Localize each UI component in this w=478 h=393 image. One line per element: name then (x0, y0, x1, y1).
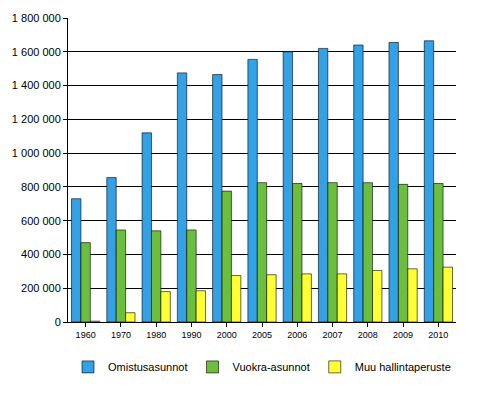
svg-text:2000: 2000 (217, 330, 237, 340)
svg-text:Muu hallintaperuste: Muu hallintaperuste (355, 361, 451, 373)
svg-text:1980: 1980 (146, 330, 166, 340)
svg-text:Vuokra-asunnot: Vuokra-asunnot (232, 361, 309, 373)
svg-text:1 400 000: 1 400 000 (12, 79, 61, 91)
svg-text:2007: 2007 (323, 330, 343, 340)
svg-text:1 800 000: 1 800 000 (12, 12, 61, 24)
svg-text:2005: 2005 (252, 330, 272, 340)
svg-text:1 000 000: 1 000 000 (12, 147, 61, 159)
svg-text:2010: 2010 (428, 330, 448, 340)
svg-text:1 600 000: 1 600 000 (12, 46, 61, 58)
svg-text:800 000: 800 000 (21, 181, 61, 193)
svg-text:2006: 2006 (287, 330, 307, 340)
svg-text:1990: 1990 (181, 330, 201, 340)
svg-text:1960: 1960 (76, 330, 96, 340)
svg-text:2009: 2009 (393, 330, 413, 340)
svg-text:400 000: 400 000 (21, 248, 61, 260)
svg-text:600 000: 600 000 (21, 215, 61, 227)
svg-text:0: 0 (55, 316, 61, 328)
svg-text:1970: 1970 (111, 330, 131, 340)
svg-text:2008: 2008 (358, 330, 378, 340)
svg-text:1 200 000: 1 200 000 (12, 113, 61, 125)
svg-text:Omistusasunnot: Omistusasunnot (108, 361, 187, 373)
svg-text:200 000: 200 000 (21, 282, 61, 294)
